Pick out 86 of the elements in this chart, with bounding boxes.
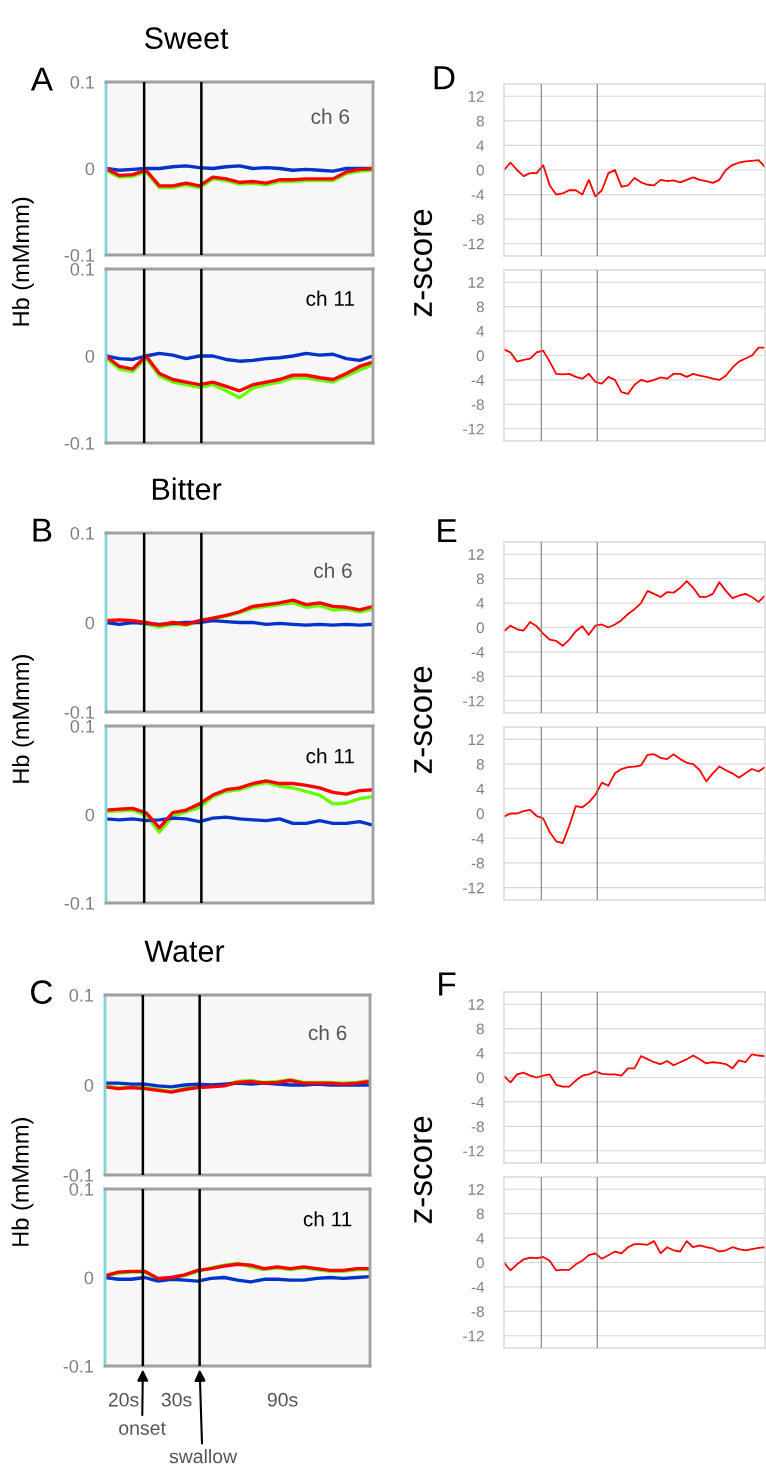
y-tick-label: 8	[476, 573, 484, 585]
y-tick-label: 12	[468, 549, 484, 560]
y-tick-label: 4	[476, 326, 485, 337]
annotation: ch 6	[308, 1024, 347, 1041]
chart-title: Water	[144, 940, 225, 962]
y-tick-label: 8	[476, 1023, 484, 1035]
y-tick-label: -0.1	[63, 1168, 94, 1182]
text: 20s	[108, 1392, 139, 1407]
y-tick-label: -4	[471, 833, 485, 844]
y-tick-label: 8	[476, 758, 484, 770]
y-tick-label: 0	[85, 349, 95, 363]
y-tick-label: 0.1	[70, 719, 95, 733]
y-axis-title: z-score	[413, 209, 433, 317]
y-tick-label: -12	[463, 423, 484, 435]
y-tick-label: -0.1	[64, 248, 95, 262]
y-tick-label: -4	[471, 189, 485, 201]
text: onset	[119, 1422, 166, 1435]
y-tick-label: 0	[85, 616, 95, 630]
y-tick-label: 0	[85, 808, 95, 822]
y-tick-label: -8	[471, 399, 484, 411]
y-tick-label: -4	[471, 1281, 485, 1293]
y-tick-label: 0	[476, 1257, 484, 1269]
y-axis-title: Hb (mMmm)	[11, 655, 34, 783]
y-tick-label: 4	[476, 598, 485, 609]
y-tick-label: 0.1	[70, 526, 95, 540]
y-tick-label: -0.1	[63, 1359, 94, 1373]
y-tick-label: -8	[471, 1121, 484, 1133]
text: B	[33, 518, 52, 542]
y-tick-label: -8	[471, 671, 484, 683]
annotation: ch 11	[306, 748, 354, 764]
annotation: ch 6	[311, 108, 350, 124]
y-tick-label: 0	[85, 162, 95, 176]
y-tick-label: 4	[476, 1048, 485, 1059]
y-tick-label: 8	[476, 301, 484, 313]
y-tick-label: 0.1	[70, 75, 95, 89]
y-tick-label: -12	[463, 238, 484, 250]
annotation: ch 6	[314, 562, 352, 578]
y-tick-label: -8	[471, 1306, 484, 1318]
y-tick-label: -0.1	[64, 896, 95, 910]
y-tick-label: -4	[471, 374, 485, 386]
y-tick-label: 8	[476, 115, 484, 127]
text: E	[438, 519, 457, 543]
y-tick-label: 0	[476, 350, 484, 362]
text: 30s	[161, 1392, 192, 1407]
y-tick-label: 12	[468, 91, 484, 102]
y-axis-title: z-score	[413, 666, 433, 774]
text: swallow	[169, 1448, 238, 1464]
text: D	[434, 66, 455, 90]
y-tick-label: 4	[476, 783, 485, 795]
annotation: ch 11	[303, 1211, 352, 1227]
y-tick-label: -8	[471, 857, 484, 869]
y-tick-label: 4	[476, 1233, 485, 1244]
y-tick-label: -12	[463, 1145, 484, 1157]
y-axis-title: Hb (mMmm)	[11, 1118, 34, 1246]
chart-title: Bitter	[152, 477, 222, 500]
y-axis-title: z-score	[413, 1116, 433, 1224]
chart-title: Sweet	[145, 27, 229, 49]
y-tick-label: -4	[471, 1096, 485, 1108]
y-tick-label: 0	[476, 622, 484, 634]
y-tick-label: -12	[463, 882, 484, 894]
y-axis-title: Hb (mMmm)	[11, 197, 34, 326]
text: A	[30, 67, 53, 91]
y-tick-label: 4	[476, 140, 485, 151]
y-tick-label: 0	[476, 1072, 484, 1084]
y-tick-label: -0.1	[64, 705, 95, 719]
text: 90s	[267, 1392, 298, 1407]
y-tick-label: -12	[463, 695, 484, 707]
y-tick-label: 12	[468, 734, 484, 745]
y-tick-label: -12	[463, 1330, 484, 1342]
y-tick-label: 12	[468, 999, 484, 1010]
text: C	[31, 980, 53, 1004]
y-tick-label: 0	[84, 1078, 94, 1092]
y-tick-label: 8	[476, 1208, 484, 1220]
y-tick-label: 12	[468, 277, 484, 288]
y-tick-label: 0.1	[69, 1182, 94, 1196]
y-tick-label: -0.1	[64, 436, 95, 450]
y-tick-label: -8	[471, 214, 484, 225]
annotation: ch 11	[306, 290, 354, 306]
y-tick-label: 0	[476, 164, 484, 176]
y-tick-label: -4	[471, 646, 485, 658]
text: F	[439, 972, 456, 996]
y-tick-label: 0.1	[70, 262, 95, 276]
y-tick-label: 0.1	[69, 988, 94, 1002]
y-tick-label: 12	[468, 1184, 484, 1195]
y-tick-label: 0	[476, 808, 484, 820]
y-tick-label: 0	[84, 1271, 94, 1285]
